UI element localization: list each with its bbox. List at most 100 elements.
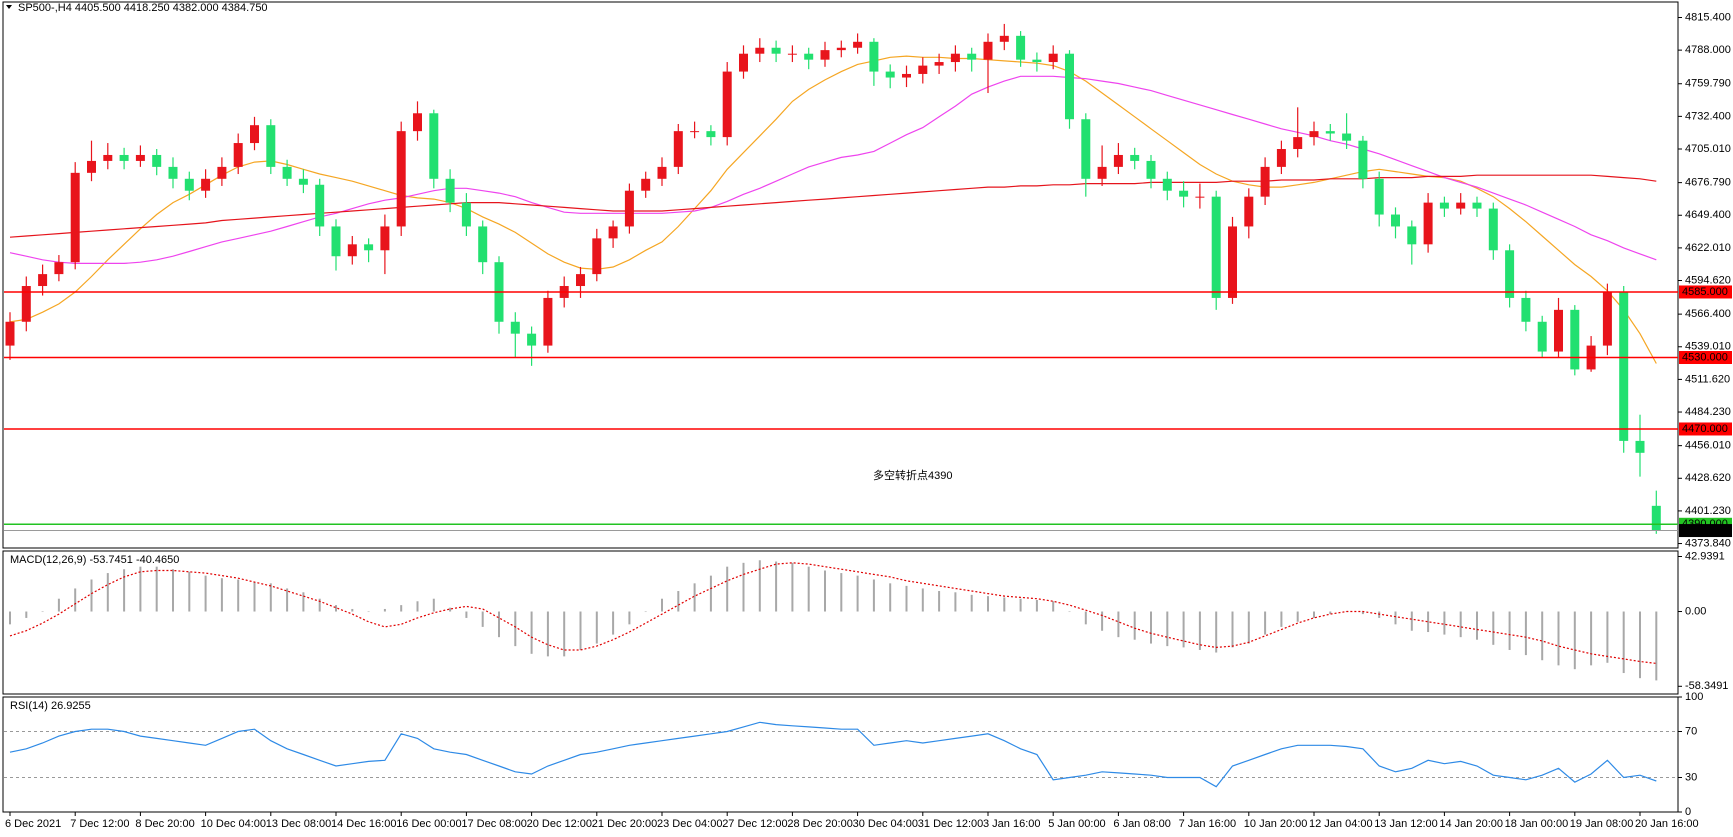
macd-bar [106, 573, 109, 612]
candle-body [999, 35, 1009, 42]
y-tick-label: 4401.230 [1685, 505, 1731, 517]
x-tick-label: 7 Dec 12:00 [70, 818, 129, 830]
annotation: 多空转折点4390 [873, 468, 952, 482]
macd-bar [1476, 611, 1478, 640]
macd-bar [1264, 611, 1267, 635]
y-tick-label: 4622.010 [1685, 242, 1731, 254]
candle-body [282, 166, 292, 179]
candle-body [266, 125, 276, 167]
x-tick-label: 14 Jan 20:00 [1439, 818, 1503, 830]
x-tick-label: 8 Dec 20:00 [135, 818, 194, 830]
macd-bar [1573, 611, 1576, 670]
candle-body [168, 166, 178, 179]
x-tick-label: 28 Dec 20:00 [787, 818, 852, 830]
candle-body [21, 286, 31, 322]
candle-body [722, 71, 732, 138]
macd-bar [1361, 611, 1364, 615]
candle-body [1374, 178, 1384, 215]
candle-body [38, 274, 48, 287]
macd-bar [742, 562, 745, 612]
macd-bar [302, 592, 305, 612]
macd-bar [677, 591, 680, 612]
candle-body [1081, 119, 1091, 179]
macd-bar [1068, 611, 1071, 613]
candle-body [1130, 154, 1140, 161]
candle-body [1537, 321, 1547, 352]
y-tick-label: 0 [1685, 806, 1691, 818]
candle-body [1195, 196, 1205, 198]
macd-bar [1557, 611, 1560, 666]
macd-bar [220, 578, 223, 612]
candle-body [87, 160, 96, 173]
macd-bar [172, 569, 174, 612]
macd-bar [775, 561, 778, 612]
macd-bar [824, 570, 826, 612]
macd-title: MACD(12,26,9) -53.7451 -40.4650 [10, 554, 179, 566]
x-tick-label: 21 Dec 20:00 [592, 818, 657, 830]
candle-body [1016, 35, 1026, 60]
macd-bar [872, 579, 875, 612]
candle-body [184, 178, 194, 191]
macd-bar [938, 591, 941, 612]
candle-body [983, 41, 993, 60]
candle-body [1456, 202, 1466, 209]
candle-body [1260, 166, 1270, 197]
macd-bar [237, 579, 240, 612]
macd-bar [1459, 611, 1462, 638]
macd-bar [318, 598, 321, 612]
candle-body [804, 53, 814, 60]
x-tick-label: 16 Dec 00:00 [396, 818, 461, 830]
x-tick-label: 6 Dec 2021 [5, 818, 61, 830]
candle-body [298, 178, 308, 185]
x-tick-label: 17 Dec 08:00 [461, 818, 526, 830]
macd-bar [188, 571, 191, 612]
macd-bar [1019, 598, 1022, 612]
macd-bar [595, 611, 598, 644]
macd-bar [449, 607, 452, 612]
candle-body [1505, 250, 1515, 298]
candle-body [70, 172, 80, 263]
candle-body [624, 190, 634, 227]
candle-body [233, 143, 243, 167]
y-tick-label: 4539.010 [1685, 341, 1731, 353]
candle-body [836, 47, 846, 51]
candle-body [1065, 53, 1074, 120]
candle-body [135, 154, 145, 161]
candle-body [1554, 309, 1563, 352]
macd-bar [612, 611, 615, 635]
macd-bar [1378, 611, 1381, 618]
level-tag [1679, 351, 1732, 365]
macd-bar [253, 582, 256, 612]
candle-body [1521, 297, 1531, 322]
macd-bar [1492, 611, 1495, 645]
y-tick-label: 4732.400 [1685, 110, 1731, 122]
candle-body [1358, 140, 1368, 179]
candle-body [429, 113, 439, 179]
macd-bar [1655, 611, 1658, 681]
macd-bar [530, 611, 533, 654]
macd-bar [1215, 611, 1218, 653]
candle-body [1439, 202, 1449, 209]
candle-body [690, 131, 700, 133]
macd-bar [335, 605, 337, 612]
candle-body [706, 131, 716, 138]
macd-panel [2, 550, 1679, 695]
macd-bar [286, 588, 289, 612]
main-panel [2, 1, 1679, 549]
x-tick-label: 6 Jan 08:00 [1113, 818, 1171, 830]
candle-body [918, 65, 928, 74]
macd-bar [709, 575, 712, 612]
candle-body [445, 178, 455, 203]
y-tick-label: 4705.010 [1685, 143, 1731, 155]
x-tick-label: 7 Jan 16:00 [1179, 818, 1237, 830]
candle-body [967, 53, 977, 60]
macd-bar [889, 583, 892, 612]
macd-bar [269, 583, 272, 612]
candle-body [657, 166, 667, 179]
candle-body [217, 166, 227, 179]
candle-body [885, 71, 895, 78]
macd-bar [481, 611, 484, 627]
candle-body [1244, 196, 1254, 227]
signal-line [9, 562, 1657, 664]
